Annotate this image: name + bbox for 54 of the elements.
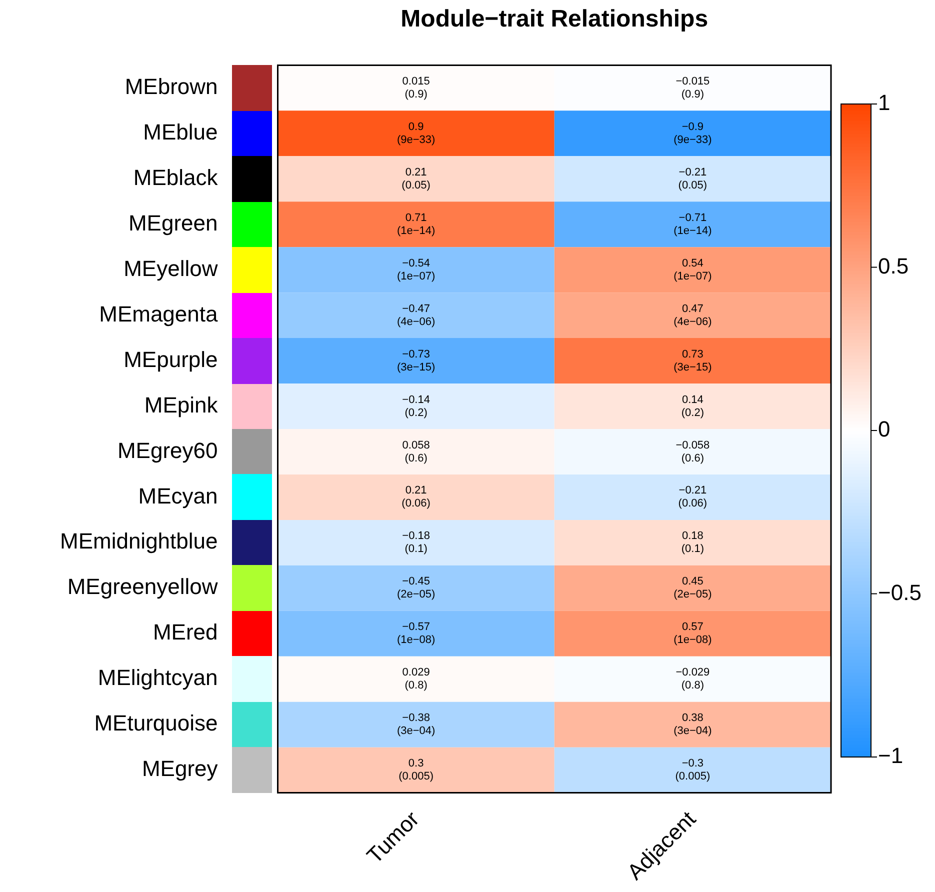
- data-label: 0.14 (0.2): [681, 394, 704, 419]
- data-label: 0.45 (2e−05): [674, 576, 712, 601]
- data-label: 0.54 (1e−07): [674, 257, 712, 282]
- data-label: 0.3 (0.005): [398, 758, 434, 783]
- y-tick-label: MEgreenyellow: [67, 574, 218, 600]
- data-label: −0.73 (3e−15): [396, 348, 436, 374]
- data-label: −0.3 (0.005): [675, 758, 710, 783]
- data-label: −0.21 (0.06): [678, 484, 708, 510]
- data-label: 0.21 (0.05): [402, 166, 430, 192]
- y-tick-label: MEcyan: [138, 483, 218, 508]
- color-bar-label: −0.5: [878, 580, 922, 605]
- data-label: −0.47 (4e−06): [396, 302, 436, 328]
- y-tick-label: MEgrey: [142, 756, 218, 782]
- y-tick-label: MEgrey60: [117, 438, 218, 463]
- color-bar-label: 0: [878, 416, 890, 442]
- y-tick-label: MEbrown: [124, 74, 218, 99]
- y-tick-label: MEblue: [143, 119, 218, 144]
- y-tick-label: MElightcyan: [98, 665, 218, 690]
- y-tick-label: MEturquoise: [94, 710, 218, 736]
- data-label: 0.47 (4e−06): [674, 302, 712, 328]
- data-label: −0.015 (0.9): [676, 75, 710, 100]
- data-label: −0.38 (3e−04): [396, 712, 436, 738]
- y-tick-label: MEyellow: [124, 256, 218, 281]
- data-label: −0.029 (0.8): [676, 666, 710, 692]
- data-label: 0.9 (9e−33): [396, 120, 436, 146]
- data-label: −0.54 (1e−07): [396, 257, 436, 282]
- data-label: 0.21 (0.06): [402, 484, 430, 510]
- data-label: 0.71 (1e−14): [396, 212, 436, 237]
- data-label: −0.058 (0.6): [676, 439, 710, 464]
- color-bar-label: −1: [878, 743, 904, 768]
- y-tick-label: MEmidnightblue: [60, 528, 218, 554]
- y-tick-label: MEpink: [144, 392, 219, 418]
- data-label: 0.18 (0.1): [681, 530, 704, 556]
- data-label: −0.21 (0.05): [678, 166, 708, 192]
- color-bar-label: 1: [878, 90, 890, 116]
- y-tick-label: MEpurple: [124, 346, 218, 372]
- data-label: 0.73 (3e−15): [674, 348, 712, 374]
- y-tick-label: MEred: [152, 620, 218, 645]
- data-label: −0.14 (0.2): [402, 394, 430, 419]
- data-label: −0.18 (0.1): [402, 530, 430, 556]
- data-label: 0.015 (0.9): [402, 75, 430, 100]
- data-label: −0.57 (1e−08): [396, 621, 436, 646]
- data-label: −0.9 (9e−33): [674, 120, 712, 146]
- data-label: −0.45 (2e−05): [396, 576, 436, 601]
- data-label: 0.38 (3e−04): [674, 712, 712, 738]
- data-label: 0.058 (0.6): [402, 439, 430, 464]
- data-label: 0.57 (1e−08): [674, 621, 712, 646]
- data-label: 0.029 (0.8): [402, 666, 430, 692]
- y-tick-label: MEgreen: [128, 210, 218, 236]
- y-tick-label: MEmagenta: [99, 301, 219, 326]
- color-bar-label: 0.5: [878, 253, 909, 278]
- data-label: −0.71 (1e−14): [674, 212, 712, 237]
- y-tick-label: MEblack: [133, 164, 219, 190]
- chart-title: Module−trait Relationships: [400, 6, 708, 33]
